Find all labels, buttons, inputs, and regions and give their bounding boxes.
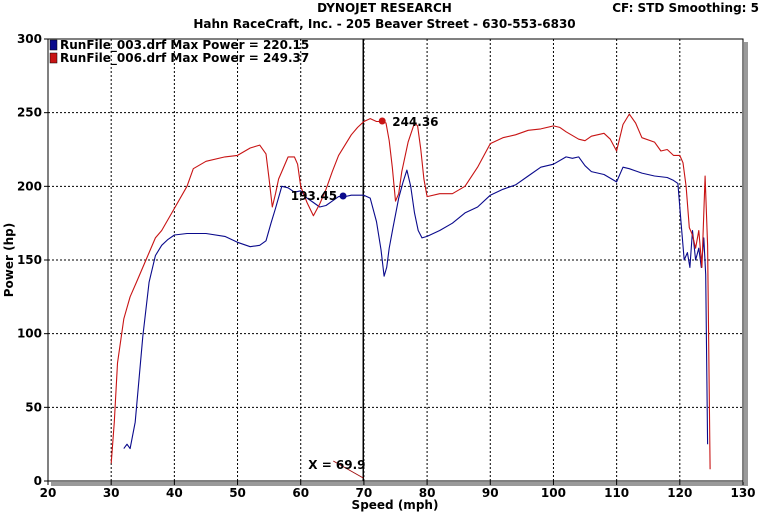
legend-swatch-2: [49, 52, 58, 64]
x-tick-label: 30: [103, 486, 120, 500]
cursor-label: X = 69.9: [308, 458, 365, 472]
legend-swatch-1: [49, 39, 58, 51]
x-tick-label: 90: [482, 486, 499, 500]
legend: RunFile_003.drf Max Power = 220.15RunFil…: [49, 38, 309, 66]
y-tick-label: 200: [17, 179, 42, 193]
series-line-1: [123, 156, 709, 450]
y-tick-label: 300: [17, 32, 42, 46]
cursor-pointer-line: [333, 460, 364, 479]
series-marker-label-1: 193.45: [291, 189, 337, 203]
x-tick-label: 60: [292, 486, 309, 500]
legend-label-2: RunFile_006.drf Max Power = 249.37: [60, 51, 309, 66]
legend-label-1: RunFile_003.drf Max Power = 220.15: [60, 38, 309, 53]
y-tick-label: 250: [17, 106, 42, 120]
grid-lines: [48, 39, 743, 481]
x-axis-title: Speed (mph): [352, 498, 439, 512]
series-marker-1: [339, 192, 347, 200]
x-tick-label: 130: [730, 486, 755, 500]
x-tick-label: 100: [541, 486, 566, 500]
series-layer: [110, 113, 711, 470]
plot-shadow: [51, 42, 748, 486]
y-tick-label: 150: [17, 253, 42, 267]
y-axis-title: Power (hp): [2, 223, 16, 297]
settings-label: CF: STD Smoothing: 5: [612, 1, 759, 15]
plot-area: [47, 38, 744, 482]
chart-title: DYNOJET RESEARCH: [317, 1, 452, 15]
series-marker-label-2: 244.36: [392, 115, 438, 129]
x-tick-label: 40: [166, 486, 183, 500]
marker-layer: 193.45 244.36: [291, 115, 439, 203]
y-tick-label: 100: [17, 327, 42, 341]
axis-ticks: 20 30 40 50 60 70 80 90 100 110 120 130 0 50 100 150 200…: [17, 32, 756, 500]
y-tick-label: 0: [34, 474, 42, 488]
y-tick-label: 50: [25, 400, 42, 414]
series-line-2: [110, 113, 711, 470]
x-tick-label: 120: [667, 486, 692, 500]
x-tick-label: 110: [604, 486, 629, 500]
x-tick-label: 70: [356, 486, 373, 500]
x-tick-label: 50: [229, 486, 246, 500]
chart-subtitle: Hahn RaceCraft, Inc. - 205 Beaver Street…: [193, 17, 576, 31]
x-tick-label: 20: [40, 486, 57, 500]
cursor-layer: X = 69.9: [308, 39, 366, 481]
x-tick-label: 80: [419, 486, 436, 500]
series-marker-2: [378, 117, 386, 125]
